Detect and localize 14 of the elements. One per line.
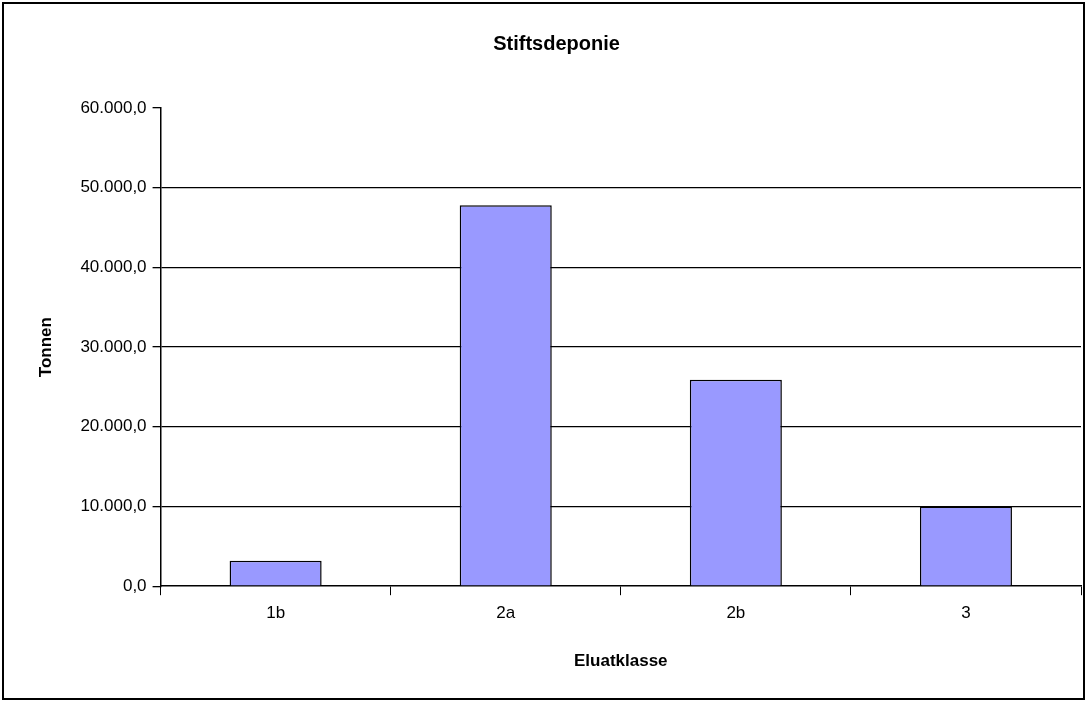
y-tick-label: 30.000,0 bbox=[80, 336, 147, 356]
x-tick-label: 2a bbox=[496, 603, 516, 623]
y-axis-title: Tonnen bbox=[35, 317, 55, 378]
y-tick-label: 50.000,0 bbox=[80, 177, 147, 197]
chart-title: Stiftsdeponie bbox=[493, 31, 620, 54]
y-tick-label: 20.000,0 bbox=[80, 416, 147, 436]
x-axis-title: Eluatklasse bbox=[574, 651, 668, 671]
y-tick-label: 10.000,0 bbox=[80, 496, 147, 516]
y-tick-label: 60.000,0 bbox=[80, 97, 147, 117]
x-tick-label: 3 bbox=[961, 603, 971, 623]
x-tick-label: 2b bbox=[726, 603, 746, 623]
y-tick-label: 0,0 bbox=[122, 575, 147, 595]
y-tick-label: 40.000,0 bbox=[80, 257, 147, 277]
x-tick-label: 1b bbox=[266, 603, 286, 623]
